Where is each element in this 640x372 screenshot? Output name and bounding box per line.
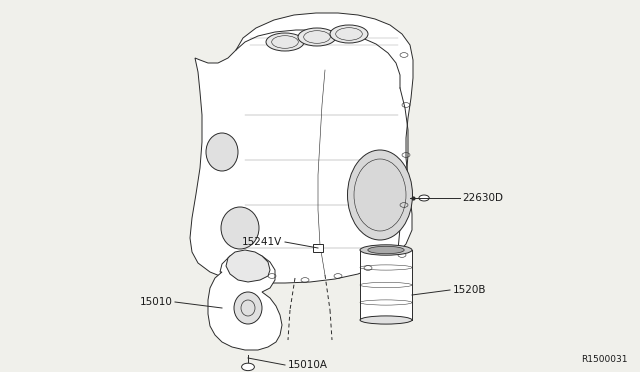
Ellipse shape — [368, 246, 404, 254]
Text: 15241V: 15241V — [242, 237, 282, 247]
Ellipse shape — [221, 207, 259, 249]
Text: 15010A: 15010A — [287, 360, 328, 370]
Polygon shape — [190, 13, 413, 283]
Polygon shape — [360, 250, 412, 320]
Circle shape — [419, 195, 429, 201]
Ellipse shape — [348, 150, 413, 240]
Bar — [313, 244, 323, 252]
Circle shape — [242, 363, 255, 371]
Text: 1520B: 1520B — [452, 285, 486, 295]
Ellipse shape — [360, 245, 412, 255]
Ellipse shape — [360, 316, 412, 324]
Ellipse shape — [266, 33, 304, 51]
Text: 22630D: 22630D — [463, 193, 504, 203]
Ellipse shape — [330, 25, 368, 43]
Text: R1500031: R1500031 — [580, 355, 627, 364]
Ellipse shape — [206, 133, 238, 171]
Text: 15010: 15010 — [140, 297, 172, 307]
Ellipse shape — [298, 28, 336, 46]
Polygon shape — [226, 250, 270, 282]
Ellipse shape — [234, 292, 262, 324]
Polygon shape — [208, 252, 282, 350]
